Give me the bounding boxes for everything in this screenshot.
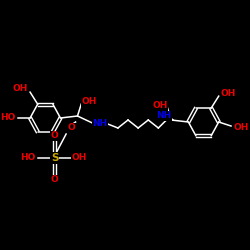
Text: S: S [51, 153, 59, 163]
Text: OH: OH [152, 102, 168, 110]
Text: O: O [51, 132, 58, 140]
Text: O: O [68, 124, 76, 132]
Text: OH: OH [81, 98, 96, 106]
Text: OH: OH [234, 124, 249, 132]
Text: HO: HO [0, 114, 15, 122]
Text: NH: NH [92, 120, 108, 128]
Text: O: O [51, 176, 58, 184]
Text: NH: NH [156, 112, 171, 120]
Text: OH: OH [220, 89, 236, 98]
Text: OH: OH [72, 154, 87, 162]
Text: OH: OH [13, 84, 28, 93]
Text: HO: HO [20, 154, 36, 162]
